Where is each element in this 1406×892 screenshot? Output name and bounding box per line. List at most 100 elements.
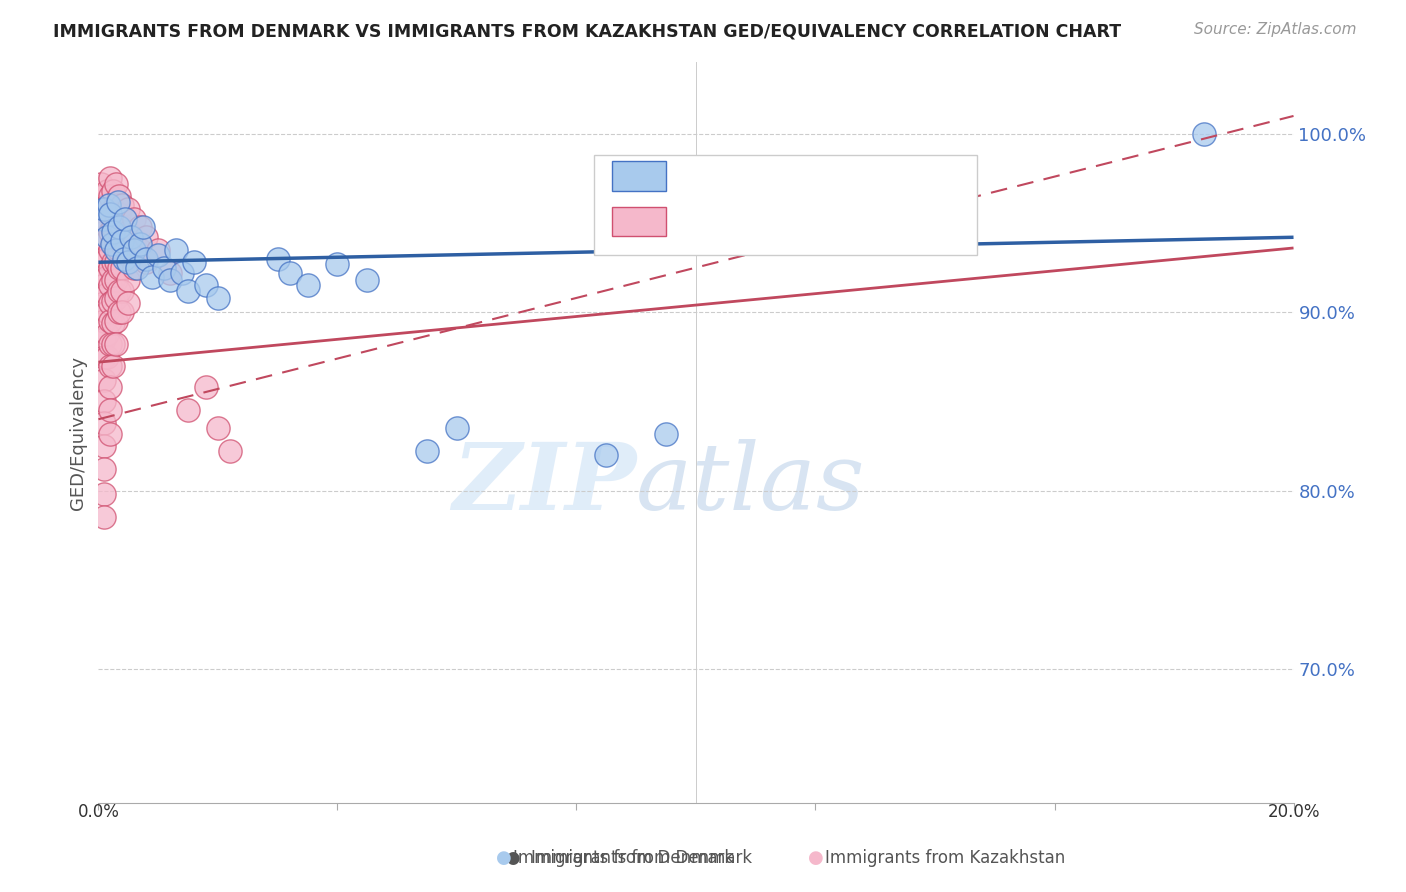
Text: N =: N = bbox=[845, 166, 889, 186]
Point bbox=[195, 380, 218, 394]
Point bbox=[93, 216, 115, 230]
Point bbox=[93, 439, 115, 453]
FancyBboxPatch shape bbox=[613, 207, 666, 236]
Point bbox=[124, 212, 146, 227]
Point bbox=[207, 291, 229, 305]
Point bbox=[98, 337, 122, 351]
Point bbox=[129, 219, 152, 234]
Point bbox=[98, 225, 122, 239]
Point bbox=[98, 207, 122, 221]
Point bbox=[111, 260, 134, 275]
Point bbox=[96, 287, 118, 301]
Point bbox=[127, 260, 149, 275]
Point bbox=[132, 219, 155, 234]
Text: ●: ● bbox=[808, 849, 824, 867]
Point bbox=[105, 314, 128, 328]
Point bbox=[103, 294, 125, 309]
Point bbox=[98, 403, 122, 417]
Point bbox=[117, 202, 139, 216]
Point bbox=[207, 421, 229, 435]
Point bbox=[98, 198, 121, 212]
Text: R =: R = bbox=[685, 166, 727, 186]
Point bbox=[148, 243, 170, 257]
Point bbox=[93, 225, 115, 239]
Point bbox=[103, 237, 125, 252]
Point bbox=[105, 177, 128, 191]
Point bbox=[117, 248, 139, 262]
Point bbox=[129, 237, 152, 252]
Point bbox=[177, 403, 200, 417]
Point bbox=[91, 189, 114, 203]
Point bbox=[90, 177, 112, 191]
Text: ZIP: ZIP bbox=[451, 440, 637, 530]
Point bbox=[91, 202, 114, 216]
Point bbox=[93, 237, 115, 252]
Point bbox=[103, 219, 125, 234]
Point bbox=[93, 510, 115, 524]
Point bbox=[124, 260, 146, 275]
Point bbox=[105, 337, 128, 351]
Point bbox=[183, 255, 205, 269]
Point bbox=[267, 252, 290, 266]
Point bbox=[159, 266, 181, 280]
Point bbox=[108, 219, 131, 234]
Point bbox=[108, 284, 131, 298]
Point bbox=[153, 260, 176, 275]
Point bbox=[135, 230, 157, 244]
Y-axis label: GED/Equivalency: GED/Equivalency bbox=[69, 356, 87, 509]
Point bbox=[177, 284, 200, 298]
Point bbox=[105, 216, 128, 230]
Text: Immigrants from Denmark: Immigrants from Denmark bbox=[513, 849, 734, 867]
Point bbox=[108, 305, 131, 319]
Point bbox=[195, 278, 218, 293]
Point bbox=[117, 255, 139, 269]
Point bbox=[96, 184, 118, 198]
Text: ●: ● bbox=[496, 849, 512, 867]
Point bbox=[129, 243, 152, 257]
Point bbox=[100, 237, 122, 252]
Point bbox=[108, 260, 131, 275]
Point bbox=[172, 266, 194, 280]
Point bbox=[93, 350, 115, 364]
Point bbox=[98, 359, 122, 373]
Text: N =: N = bbox=[845, 212, 889, 231]
Point bbox=[96, 305, 118, 319]
Text: 20.0%: 20.0% bbox=[1267, 803, 1320, 821]
Point bbox=[96, 234, 118, 248]
Text: ●  Immigrants from Denmark: ● Immigrants from Denmark bbox=[506, 849, 752, 867]
Point bbox=[93, 296, 115, 310]
Point bbox=[326, 257, 349, 271]
Point bbox=[98, 207, 122, 221]
Point bbox=[103, 273, 125, 287]
Point bbox=[111, 237, 134, 252]
Text: Source: ZipAtlas.com: Source: ZipAtlas.com bbox=[1194, 22, 1357, 37]
Point bbox=[93, 394, 115, 409]
FancyBboxPatch shape bbox=[613, 161, 666, 191]
Point bbox=[103, 225, 125, 239]
Point bbox=[108, 189, 131, 203]
Point bbox=[1192, 127, 1215, 141]
Point bbox=[219, 444, 242, 458]
Point bbox=[112, 252, 135, 266]
Point bbox=[117, 296, 139, 310]
Point bbox=[108, 243, 131, 257]
Point bbox=[108, 207, 131, 221]
Point bbox=[135, 252, 157, 266]
Point bbox=[93, 487, 115, 501]
Point bbox=[105, 234, 128, 248]
Text: IMMIGRANTS FROM DENMARK VS IMMIGRANTS FROM KAZAKHSTAN GED/EQUIVALENCY CORRELATIO: IMMIGRANTS FROM DENMARK VS IMMIGRANTS FR… bbox=[53, 22, 1122, 40]
FancyBboxPatch shape bbox=[595, 155, 977, 255]
Point bbox=[103, 202, 125, 216]
Point bbox=[135, 255, 157, 269]
Point bbox=[98, 296, 122, 310]
Point bbox=[93, 462, 115, 476]
Text: R =: R = bbox=[685, 212, 727, 231]
Point bbox=[111, 198, 134, 212]
Point bbox=[107, 194, 129, 209]
Text: 40: 40 bbox=[896, 166, 922, 186]
Point bbox=[98, 278, 122, 293]
Text: 0.0%: 0.0% bbox=[77, 803, 120, 821]
Point bbox=[93, 278, 115, 293]
Point bbox=[98, 260, 122, 275]
Point bbox=[595, 448, 617, 462]
